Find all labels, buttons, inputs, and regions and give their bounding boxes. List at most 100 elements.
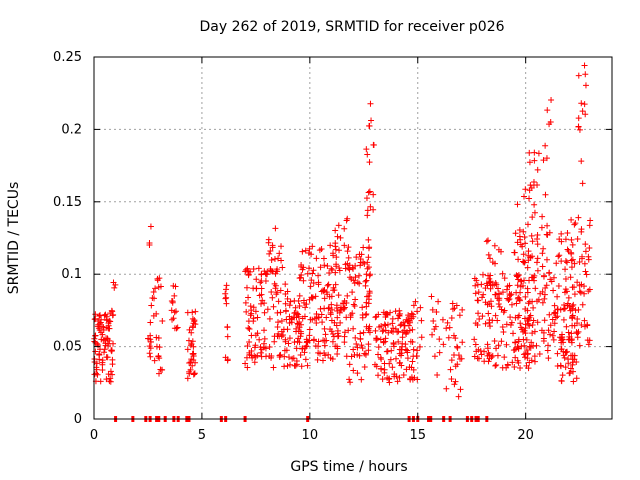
data-point bbox=[299, 315, 306, 322]
data-point bbox=[98, 316, 105, 323]
data-point bbox=[243, 284, 250, 291]
data-point bbox=[95, 342, 102, 349]
data-point bbox=[547, 276, 554, 283]
data-point bbox=[348, 275, 355, 282]
data-point bbox=[495, 285, 502, 292]
data-point bbox=[250, 265, 257, 272]
data-point bbox=[445, 334, 452, 341]
data-point bbox=[377, 336, 384, 343]
data-point bbox=[186, 359, 193, 366]
data-point bbox=[337, 319, 344, 326]
data-point bbox=[396, 360, 403, 367]
data-point bbox=[245, 325, 252, 332]
data-point bbox=[404, 347, 411, 354]
data-point bbox=[492, 362, 499, 369]
data-point bbox=[516, 312, 523, 319]
data-point bbox=[379, 376, 386, 383]
data-point bbox=[355, 272, 362, 279]
data-point bbox=[578, 158, 585, 165]
data-point bbox=[242, 360, 249, 367]
data-point bbox=[569, 303, 576, 310]
data-point bbox=[252, 353, 259, 360]
data-point bbox=[375, 311, 382, 318]
data-point bbox=[322, 352, 329, 359]
data-point bbox=[254, 314, 261, 321]
data-point bbox=[531, 209, 538, 216]
data-point bbox=[313, 311, 320, 318]
data-point bbox=[529, 330, 536, 337]
data-point bbox=[495, 300, 502, 307]
data-point bbox=[190, 351, 197, 358]
data-point bbox=[287, 361, 294, 368]
data-point bbox=[501, 307, 508, 314]
data-point bbox=[545, 355, 552, 362]
data-point bbox=[576, 126, 583, 133]
data-point bbox=[450, 352, 457, 359]
data-point bbox=[444, 319, 451, 326]
data-point bbox=[568, 339, 575, 346]
data-point bbox=[111, 284, 118, 291]
data-point bbox=[381, 360, 388, 367]
data-point bbox=[308, 277, 315, 284]
data-point bbox=[336, 247, 343, 254]
data-point bbox=[487, 255, 494, 262]
data-point bbox=[574, 235, 581, 242]
data-point bbox=[352, 274, 359, 281]
data-point bbox=[307, 283, 314, 290]
data-point bbox=[190, 343, 197, 350]
data-point bbox=[522, 293, 529, 300]
data-point bbox=[508, 301, 515, 308]
data-point bbox=[366, 329, 373, 336]
data-point bbox=[511, 249, 518, 256]
data-point bbox=[530, 304, 537, 311]
data-point bbox=[433, 309, 440, 316]
data-point bbox=[572, 220, 579, 227]
data-point bbox=[534, 182, 541, 189]
data-point bbox=[495, 342, 502, 349]
data-point bbox=[100, 326, 107, 333]
data-point bbox=[434, 371, 441, 378]
data-point bbox=[475, 297, 482, 304]
data-point bbox=[322, 331, 329, 338]
data-point bbox=[389, 364, 396, 371]
data-point bbox=[376, 324, 383, 331]
data-point bbox=[366, 159, 373, 166]
data-point bbox=[526, 277, 533, 284]
data-point bbox=[354, 370, 361, 377]
data-point bbox=[396, 374, 403, 381]
data-point bbox=[560, 305, 567, 312]
data-point bbox=[303, 301, 310, 308]
data-point bbox=[147, 339, 154, 346]
data-point bbox=[539, 299, 546, 306]
data-point bbox=[223, 286, 230, 293]
data-point bbox=[522, 240, 529, 247]
data-point bbox=[489, 317, 496, 324]
data-point bbox=[404, 355, 411, 362]
data-point bbox=[540, 337, 547, 344]
data-point bbox=[96, 312, 103, 319]
data-point bbox=[499, 270, 506, 277]
data-point bbox=[587, 217, 594, 224]
data-point bbox=[372, 327, 379, 334]
data-point bbox=[318, 246, 325, 253]
data-point bbox=[523, 346, 530, 353]
data-point bbox=[392, 355, 399, 362]
data-point bbox=[414, 376, 421, 383]
data-point bbox=[564, 259, 571, 266]
data-point bbox=[350, 367, 357, 374]
data-point bbox=[384, 374, 391, 381]
data-point bbox=[482, 320, 489, 327]
data-point bbox=[335, 222, 342, 229]
data-point bbox=[568, 250, 575, 257]
data-point bbox=[578, 321, 585, 328]
data-point bbox=[570, 378, 577, 385]
data-point bbox=[332, 246, 339, 253]
data-point bbox=[261, 327, 268, 334]
data-point bbox=[567, 274, 574, 281]
data-point bbox=[522, 305, 529, 312]
data-point bbox=[367, 271, 374, 278]
data-point bbox=[492, 312, 499, 319]
data-point bbox=[539, 288, 546, 295]
data-point bbox=[586, 286, 593, 293]
data-point bbox=[173, 325, 180, 332]
